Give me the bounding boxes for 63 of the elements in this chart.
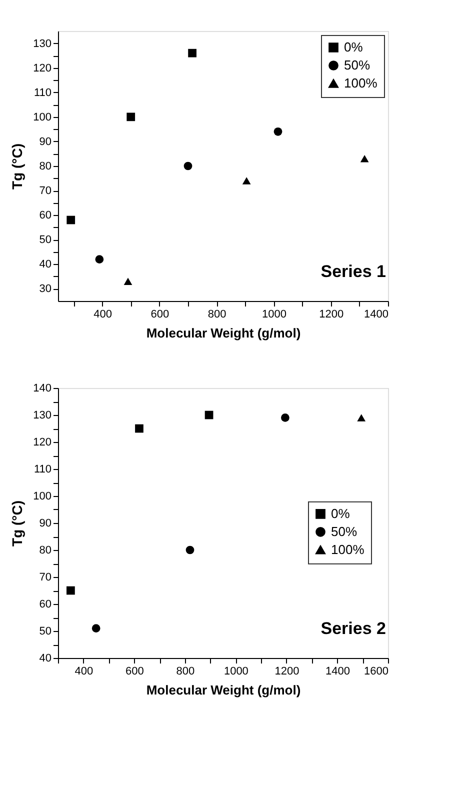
legend-label: 100% <box>344 76 378 90</box>
y-tick-label: 120 <box>33 436 52 448</box>
legend-label: 0% <box>331 506 350 521</box>
y-tick-label: 50 <box>39 234 52 246</box>
y-tick-label: 140 <box>33 382 52 394</box>
point <box>186 546 194 554</box>
point <box>126 112 136 122</box>
legend-label: 50% <box>344 58 370 72</box>
y-tick-label: 110 <box>34 464 52 476</box>
x-tick-label: 1400 <box>325 666 350 678</box>
x-tick-label: 1400 <box>364 308 388 320</box>
point <box>360 155 369 162</box>
annotation: Series 1 <box>320 262 386 281</box>
legend-label: 50% <box>331 524 358 539</box>
y-tick-label: 40 <box>39 652 52 664</box>
y-tick-label: 30 <box>39 283 52 296</box>
y-axis-title: Tg (°C) <box>9 143 26 190</box>
y-tick-label: 50 <box>39 626 52 638</box>
y-tick-label: 130 <box>33 38 52 50</box>
x-tick-label: 1200 <box>274 666 300 678</box>
point <box>124 278 132 285</box>
annotation: Series 2 <box>320 619 386 638</box>
x-tick-label: 1600 <box>364 666 388 678</box>
point <box>204 410 214 420</box>
y-axis-title: Tg (°C) <box>9 500 26 547</box>
y-tick-label: 60 <box>39 210 52 222</box>
x-axis-title: Molecular Weight (g/mol) <box>146 326 301 340</box>
legend-label: 0% <box>344 40 364 54</box>
point <box>92 624 100 632</box>
y-tick-label: 60 <box>39 598 52 610</box>
x-tick-label: 1200 <box>319 308 344 320</box>
point <box>95 255 104 264</box>
x-tick-label: 1000 <box>224 666 248 678</box>
x-tick-label: 800 <box>176 666 195 678</box>
x-tick-label: 600 <box>150 308 170 320</box>
point <box>66 216 76 224</box>
point <box>357 414 366 422</box>
y-tick-label: 120 <box>33 62 52 74</box>
point <box>135 424 144 433</box>
x-axis-title: Molecular Weight (g/mol) <box>146 682 301 698</box>
y-tick-label: 100 <box>33 490 52 502</box>
x-tick-label: 800 <box>208 308 226 320</box>
point <box>184 162 192 170</box>
y-tick-label: 90 <box>39 518 52 530</box>
y-tick-label: 70 <box>39 185 52 198</box>
point <box>281 414 290 422</box>
point <box>274 127 282 136</box>
point <box>242 177 251 184</box>
x-tick-label: 1000 <box>262 308 286 320</box>
y-tick-label: 130 <box>33 410 52 422</box>
x-tick-label: 400 <box>94 308 112 320</box>
x-tick-label: 400 <box>74 666 94 678</box>
point <box>66 586 75 595</box>
y-tick-label: 80 <box>39 160 52 172</box>
y-tick-label: 80 <box>39 544 52 556</box>
legend-label: 100% <box>331 542 365 557</box>
y-tick-label: 40 <box>39 258 52 271</box>
y-tick-label: 70 <box>39 572 52 584</box>
y-tick-label: 100 <box>33 111 52 124</box>
x-tick-label: 600 <box>125 666 144 678</box>
y-tick-label: 90 <box>39 136 52 148</box>
point <box>188 48 196 58</box>
y-tick-label: 110 <box>34 86 52 99</box>
